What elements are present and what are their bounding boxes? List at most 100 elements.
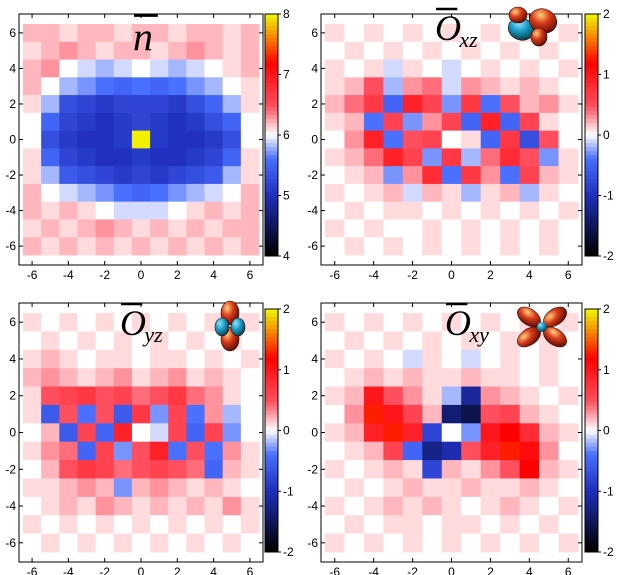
heatmap-cell <box>131 148 151 167</box>
heatmap-cell <box>558 478 579 498</box>
heatmap-cell <box>186 368 205 387</box>
heatmap-cell <box>558 166 579 185</box>
colorbar-segment <box>585 503 598 508</box>
colorbar-segment <box>265 458 278 464</box>
colorbar-segment <box>265 215 278 221</box>
colorbar-segment <box>585 398 598 403</box>
heatmap-cells <box>23 313 260 553</box>
heatmap-cell <box>383 515 404 535</box>
colorbar-segment <box>265 341 278 346</box>
heatmap-cell <box>77 331 97 351</box>
heatmap-cell <box>222 130 242 149</box>
title-subscript: xy <box>468 322 489 347</box>
heatmap-cell <box>113 423 133 443</box>
y-tick-label: -4 <box>307 499 318 513</box>
heatmap-cell <box>113 24 133 43</box>
colorbar-segment <box>585 430 598 436</box>
heatmap-cell <box>519 349 540 369</box>
colorbar-segment <box>265 503 278 508</box>
heatmap-cell <box>500 219 521 238</box>
heatmap-cell <box>204 441 224 461</box>
heatmap-cell <box>59 59 78 78</box>
heatmap-cell <box>23 423 42 443</box>
heatmap-cell <box>222 77 242 96</box>
heatmap-cell <box>480 77 501 96</box>
heatmap-cell <box>422 219 443 238</box>
heatmap-cell <box>41 201 60 220</box>
colorbar-tick-label: 0 <box>603 128 610 142</box>
heatmap-cell <box>441 533 462 553</box>
heatmap-cell <box>240 386 260 406</box>
colorbar-segment <box>265 535 278 541</box>
heatmap-cell <box>422 515 443 535</box>
heatmap-cell <box>441 130 462 149</box>
heatmap-cell <box>113 460 133 479</box>
heatmap-cell <box>186 219 205 238</box>
heatmap-cell <box>402 496 423 516</box>
colorbar-segment <box>585 475 598 480</box>
colorbar-segment <box>585 523 598 529</box>
colorbar-segment <box>265 167 278 172</box>
heatmap-cell <box>402 112 423 132</box>
colorbar-segment <box>585 543 598 549</box>
heatmap-cell <box>480 331 501 351</box>
x-tick-label: 2 <box>174 565 181 575</box>
heatmap-cell <box>344 59 365 78</box>
heatmap-cell <box>204 404 224 424</box>
heatmap-cell <box>480 441 501 461</box>
colorbar-segment <box>265 511 278 517</box>
heatmap-cell <box>383 349 404 369</box>
heatmap-cell <box>113 219 133 238</box>
heatmap-cell <box>240 112 260 132</box>
heatmap-cell <box>77 201 97 220</box>
heatmap-cell <box>402 404 423 424</box>
heatmap-cell <box>539 386 559 406</box>
heatmap-cell <box>519 441 540 461</box>
colorbar-tick-label: 8 <box>283 7 290 21</box>
heatmap-cell <box>131 166 151 185</box>
colorbar-segment <box>585 143 598 148</box>
heatmap-cell <box>77 166 97 185</box>
colorbar-segment <box>265 203 278 209</box>
heatmap-cell <box>344 41 365 60</box>
heatmap-cell <box>41 441 60 461</box>
heatmap-cell <box>558 349 579 369</box>
heatmap-cell <box>363 313 384 332</box>
heatmap-cell <box>363 331 384 351</box>
heatmap-cell <box>113 478 133 498</box>
heatmap-cell <box>558 24 579 43</box>
colorbar-segment <box>585 479 598 484</box>
colorbar-segment <box>585 402 598 407</box>
colorbar-tick-label: -1 <box>283 484 294 498</box>
heatmap-cell <box>95 313 115 332</box>
heatmap-cell <box>240 77 260 96</box>
heatmap-cell <box>500 166 521 185</box>
heatmap-cell <box>204 95 224 114</box>
x-tick-label: -4 <box>368 268 379 282</box>
heatmap-cell <box>150 219 169 238</box>
heatmap-cell <box>222 368 242 387</box>
heatmap-cell <box>402 148 423 167</box>
colorbar-segment <box>585 341 598 346</box>
colorbar-segment <box>265 402 278 407</box>
x-tick-label: 0 <box>448 268 455 282</box>
colorbar-segment <box>585 325 598 330</box>
heatmap-cell <box>59 331 78 351</box>
colorbar-tick-label: -2 <box>283 545 294 559</box>
heatmap-cell <box>558 148 579 167</box>
heatmap-cell <box>325 201 345 220</box>
heatmap-cell <box>77 423 97 443</box>
heatmap-cell <box>539 77 559 96</box>
colorbar-segment <box>585 507 598 512</box>
heatmap-cell <box>325 404 345 424</box>
colorbar-segment <box>585 377 598 383</box>
colorbar-tick-label: 2 <box>603 302 610 316</box>
y-tick-label: 6 <box>9 26 16 40</box>
heatmap-cell <box>131 77 151 96</box>
colorbar-segment <box>585 183 598 188</box>
heatmap-cell <box>41 41 60 60</box>
heatmap-cell <box>539 368 559 387</box>
colorbar-segment <box>585 187 598 192</box>
heatmap-cell <box>59 112 78 132</box>
heatmap-cell <box>131 237 151 256</box>
